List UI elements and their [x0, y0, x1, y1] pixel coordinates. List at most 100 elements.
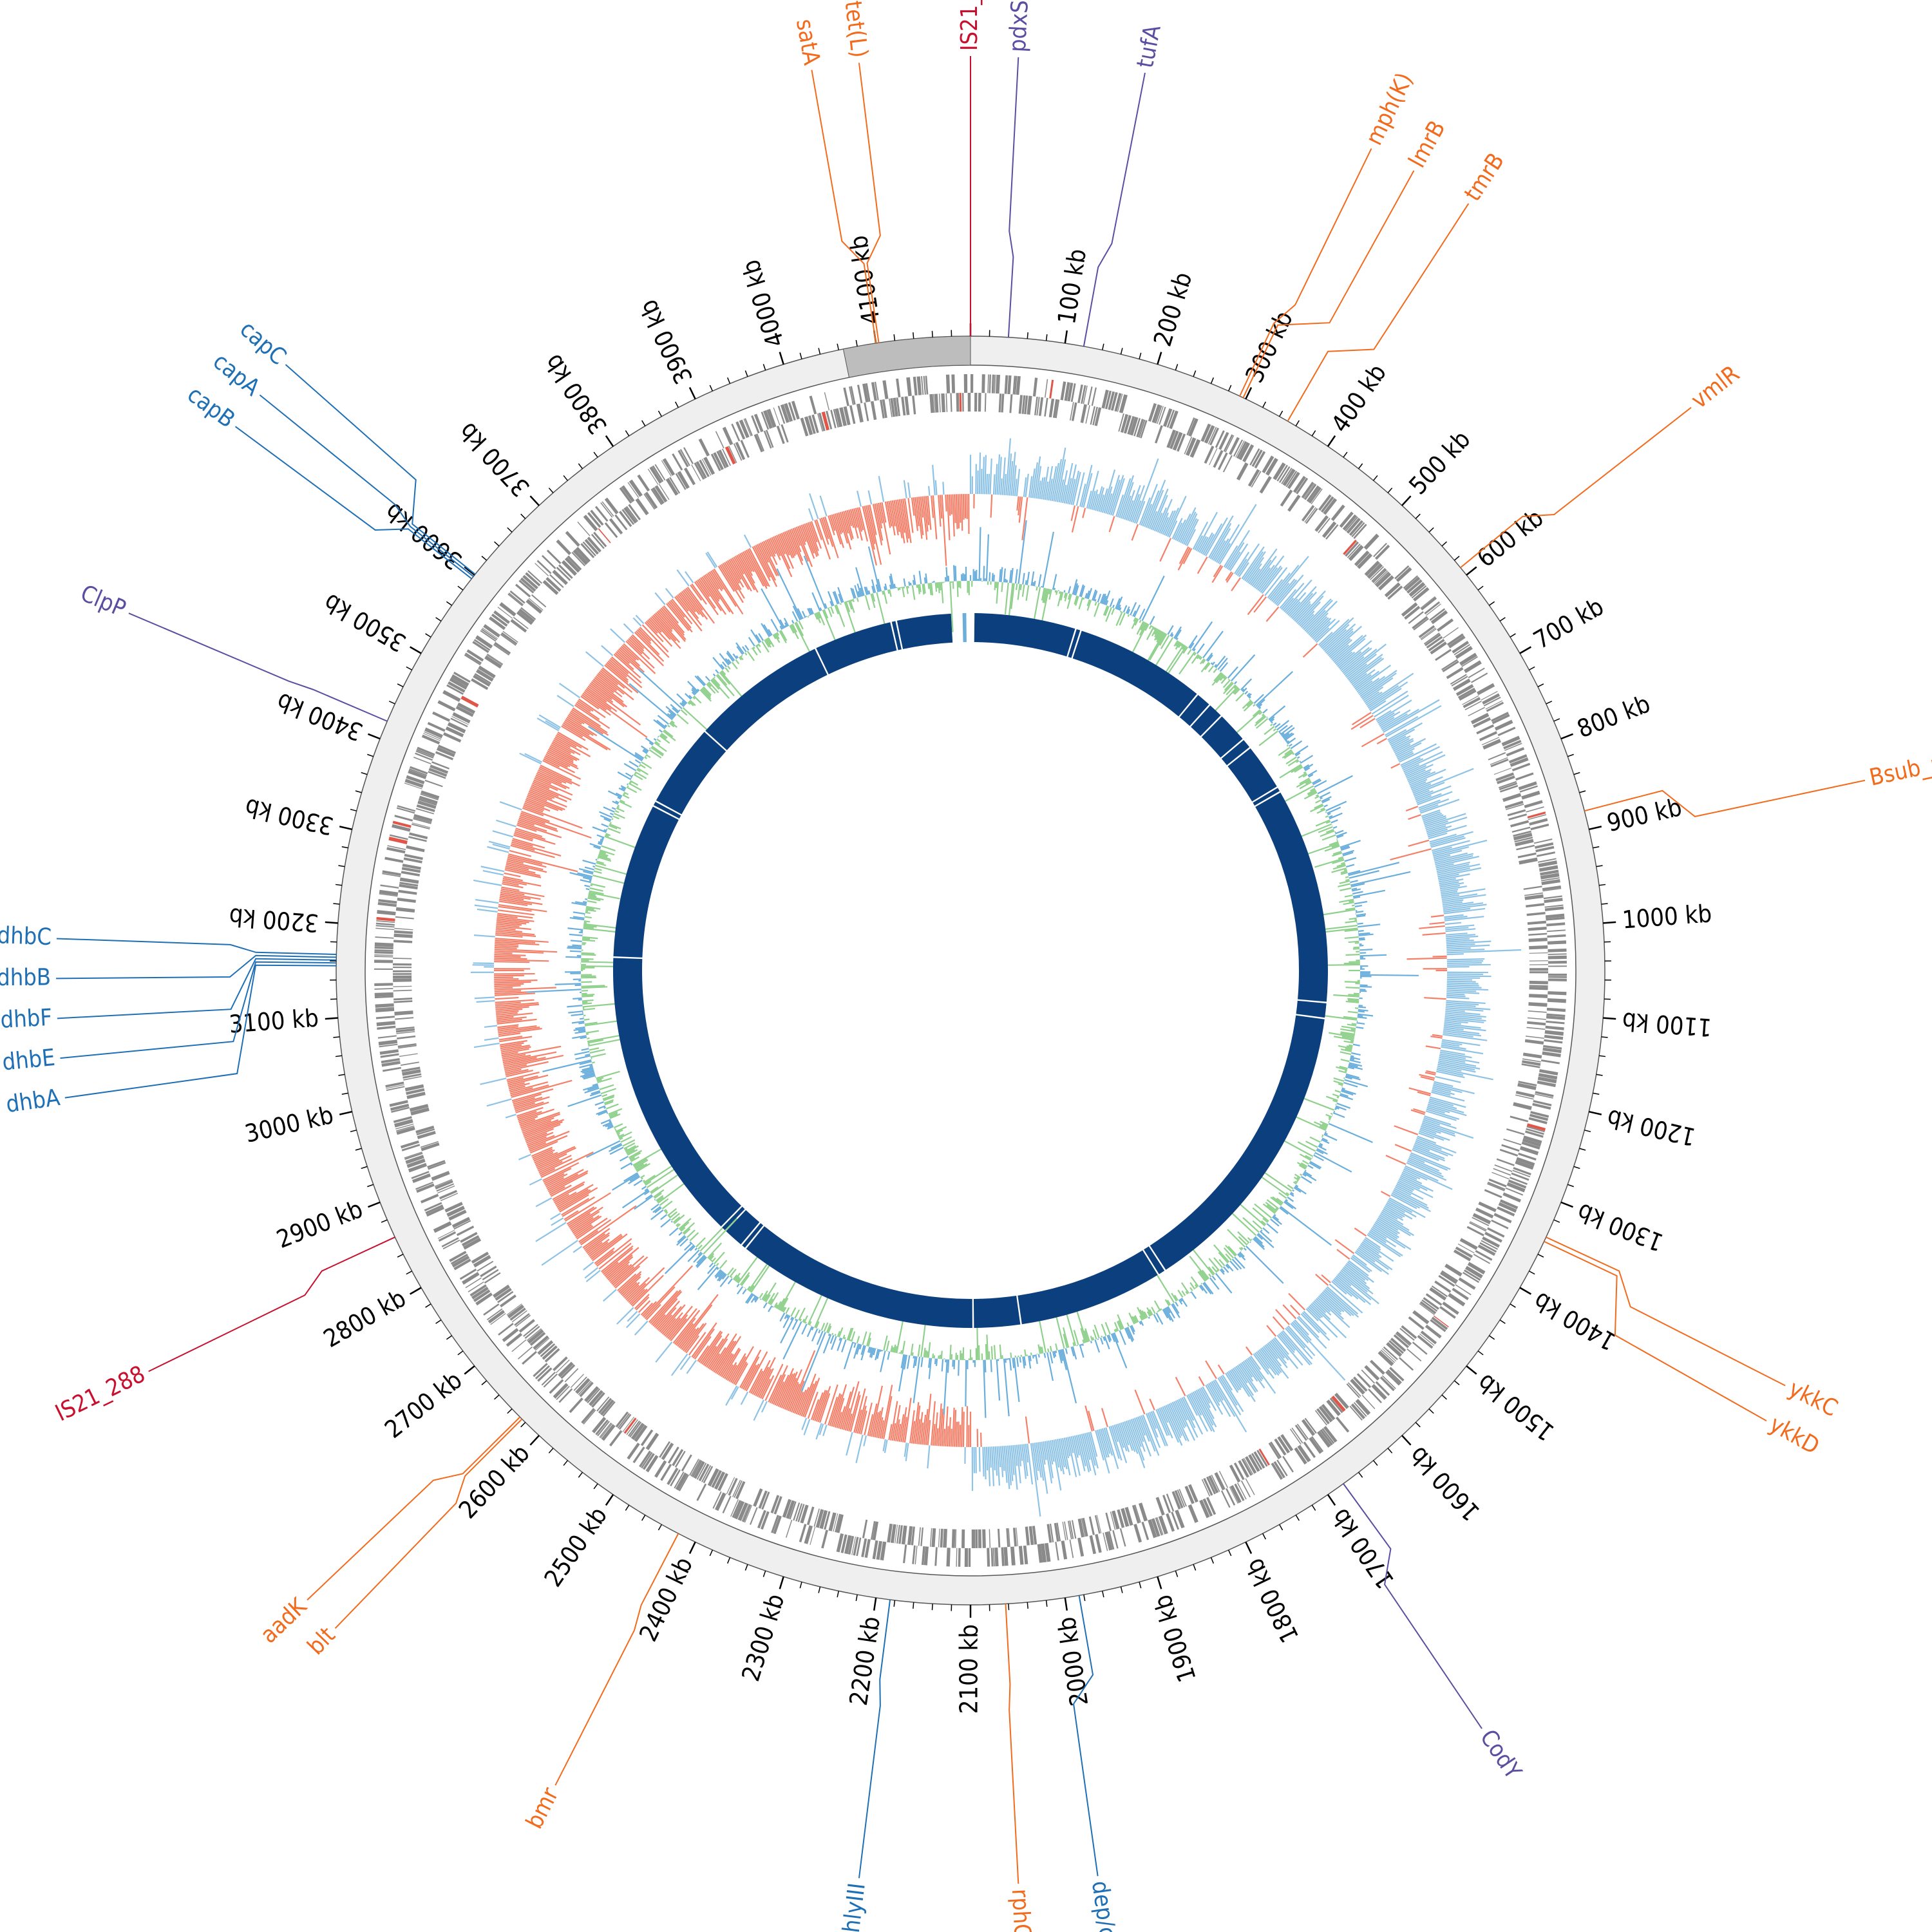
gene-label: dhbE	[1, 1045, 57, 1076]
major-tick	[1327, 435, 1336, 447]
gc-content-bar	[732, 1274, 738, 1280]
gc-skew-bar	[961, 1406, 963, 1447]
gc-skew-bar	[941, 495, 947, 566]
cds-feature	[916, 376, 922, 395]
gc-skew-bar	[506, 864, 529, 871]
gc-skew-bar	[1217, 1377, 1242, 1416]
gc-content-bar	[1310, 788, 1316, 792]
gc-skew-bar	[1309, 617, 1329, 637]
cds-feature	[1156, 1517, 1164, 1535]
gc-content-bar	[1358, 933, 1374, 936]
cds-feature	[1384, 582, 1401, 598]
gc-skew-bar	[781, 1371, 798, 1408]
gc-skew-bar	[1419, 1074, 1435, 1079]
major-tick	[1519, 646, 1531, 654]
cds-feature	[403, 857, 422, 864]
gc-skew-bar	[1435, 1075, 1461, 1083]
gc-content-bar	[1345, 1073, 1359, 1079]
gc-content-bar	[1294, 1180, 1298, 1184]
gc-skew-bar	[1014, 478, 1018, 497]
gc-skew-bar	[1180, 511, 1197, 544]
gc-skew-bar	[630, 1288, 648, 1306]
cds-feature	[788, 402, 796, 421]
gc-skew-bar	[904, 1397, 912, 1443]
gc-content-bar	[1327, 806, 1341, 814]
gc-content-bar	[840, 603, 842, 605]
cds-feature	[1421, 596, 1437, 611]
gc-skew-bar	[744, 550, 764, 587]
cds-feature	[1526, 806, 1544, 813]
gc-skew-bar	[1293, 601, 1311, 621]
gc-skew-bar	[1016, 496, 1019, 511]
gc-skew-bar	[545, 753, 571, 768]
gc-content-bar	[1140, 1320, 1144, 1326]
gc-skew-bar	[495, 1003, 540, 1009]
cds-feature	[1425, 633, 1441, 647]
gc-skew-bar	[499, 898, 533, 905]
gc-content-bar	[985, 534, 989, 582]
minor-tick	[593, 1483, 598, 1490]
gc-skew-bar	[596, 1238, 632, 1267]
cds-feature	[395, 1123, 414, 1130]
gc-content-bar	[572, 944, 582, 947]
gc-skew-bar	[1356, 1248, 1376, 1263]
cds-feature	[621, 509, 635, 526]
cds-feature	[526, 1328, 542, 1341]
gc-skew-bar	[728, 559, 742, 580]
gc-skew-bar	[1220, 1375, 1244, 1412]
gc-content-bar	[983, 1359, 987, 1418]
cds-feature	[1081, 385, 1086, 404]
gc-skew-bar	[1261, 567, 1283, 594]
gc-skew-bar	[494, 979, 538, 982]
gc-skew-bar	[1361, 1242, 1382, 1258]
gc-skew-bar	[1407, 771, 1431, 782]
gc-content-bar	[619, 800, 632, 808]
gc-skew-bar	[538, 1155, 572, 1172]
gc-content-bar	[587, 896, 604, 901]
gc-content-bar	[1046, 1352, 1054, 1381]
cds-feature	[393, 930, 413, 934]
gc-content-bar	[1335, 1105, 1347, 1111]
cds-feature	[643, 493, 656, 510]
gc-content-bar	[1155, 630, 1162, 641]
gc-skew-bar	[784, 1369, 802, 1410]
gc-content-bar	[1345, 864, 1355, 868]
gc-skew-bar	[494, 953, 526, 956]
gc-content-bar	[1290, 1191, 1294, 1195]
gc-content-bar	[777, 1298, 786, 1310]
cds-feature	[410, 1107, 430, 1116]
gc-skew-bar	[1415, 785, 1452, 800]
gc-skew-bar	[634, 632, 665, 662]
gc-content-bar	[1237, 1253, 1242, 1258]
gc-content-bar	[1357, 922, 1363, 925]
gc-skew-bar	[1081, 464, 1093, 507]
gc-skew-bar	[554, 1191, 577, 1205]
gc-skew-bar	[681, 591, 700, 615]
gc-skew-bar	[620, 645, 637, 661]
gc-skew-bar	[1426, 1106, 1446, 1114]
gc-content-bar	[581, 985, 605, 987]
minor-tick	[744, 1564, 748, 1571]
cds-feature	[1461, 656, 1478, 667]
gc-skew-bar	[876, 1407, 884, 1438]
tick-label: 4000 kb	[736, 256, 790, 350]
cds-feature	[861, 1538, 867, 1558]
gc-content-bar	[607, 1125, 614, 1130]
gc-content-bar	[654, 1193, 662, 1199]
cds-feature	[650, 488, 663, 506]
cds-feature	[1541, 879, 1560, 886]
gc-content-bar	[1296, 1162, 1307, 1169]
gc-skew-bar	[1435, 855, 1473, 866]
gc-content-bar	[1122, 605, 1128, 613]
cds-feature	[1459, 1238, 1478, 1250]
cds-feature	[376, 920, 395, 923]
gc-skew-bar	[683, 589, 705, 618]
gc-skew-bar	[1141, 1415, 1156, 1452]
gc-content-bar	[1319, 1142, 1323, 1146]
major-tick	[1064, 330, 1068, 344]
gc-content-bar	[584, 884, 591, 887]
gc-content-bar	[1350, 871, 1411, 886]
gc-skew-bar	[532, 782, 572, 801]
gc-content-bar	[753, 1294, 755, 1297]
gc-content-bar	[1201, 1269, 1209, 1280]
